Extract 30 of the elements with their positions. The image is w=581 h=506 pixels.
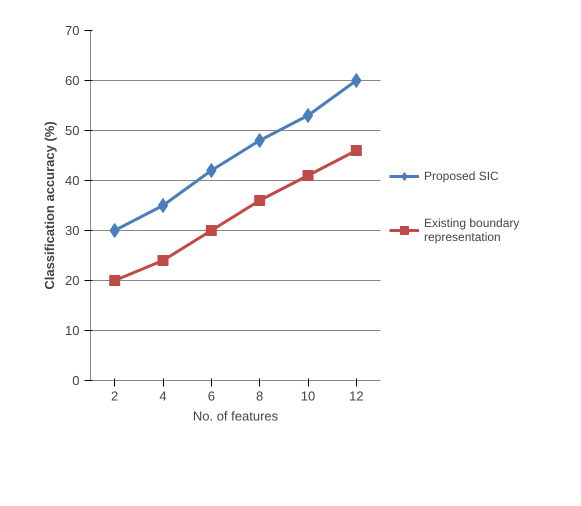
x-tick-label: 4 (159, 388, 167, 404)
point (206, 163, 216, 178)
y-tick-label: 60 (65, 73, 80, 88)
x-tick-label: 10 (300, 388, 316, 404)
y-axis-title: Classification accuracy (%) (42, 121, 58, 290)
x-tick-label: 12 (349, 388, 364, 404)
point (254, 133, 265, 148)
y-tick-label: 70 (65, 23, 80, 38)
point (254, 195, 266, 206)
x-tick-label: 8 (256, 388, 264, 404)
point (158, 255, 168, 266)
point (109, 275, 120, 286)
point (158, 198, 168, 213)
point (350, 145, 362, 156)
x-tick-label: 2 (111, 388, 118, 404)
x-axis-title: No. of features (192, 408, 279, 424)
legend-label: Existing boundary representation (424, 216, 520, 244)
y-tick-label: 30 (65, 223, 80, 238)
x-tick-label: 6 (208, 388, 215, 404)
y-tick-label: 40 (65, 173, 80, 188)
point (206, 225, 217, 236)
y-tick-label: 20 (65, 273, 80, 288)
y-tick-label: 50 (65, 123, 80, 138)
point (302, 170, 314, 181)
y-tick-label: 0 (72, 373, 80, 388)
point (302, 108, 314, 123)
legend-label: Proposed SIC (424, 169, 499, 183)
y-tick-label: 10 (65, 323, 80, 338)
point (110, 223, 120, 238)
point (351, 73, 362, 88)
